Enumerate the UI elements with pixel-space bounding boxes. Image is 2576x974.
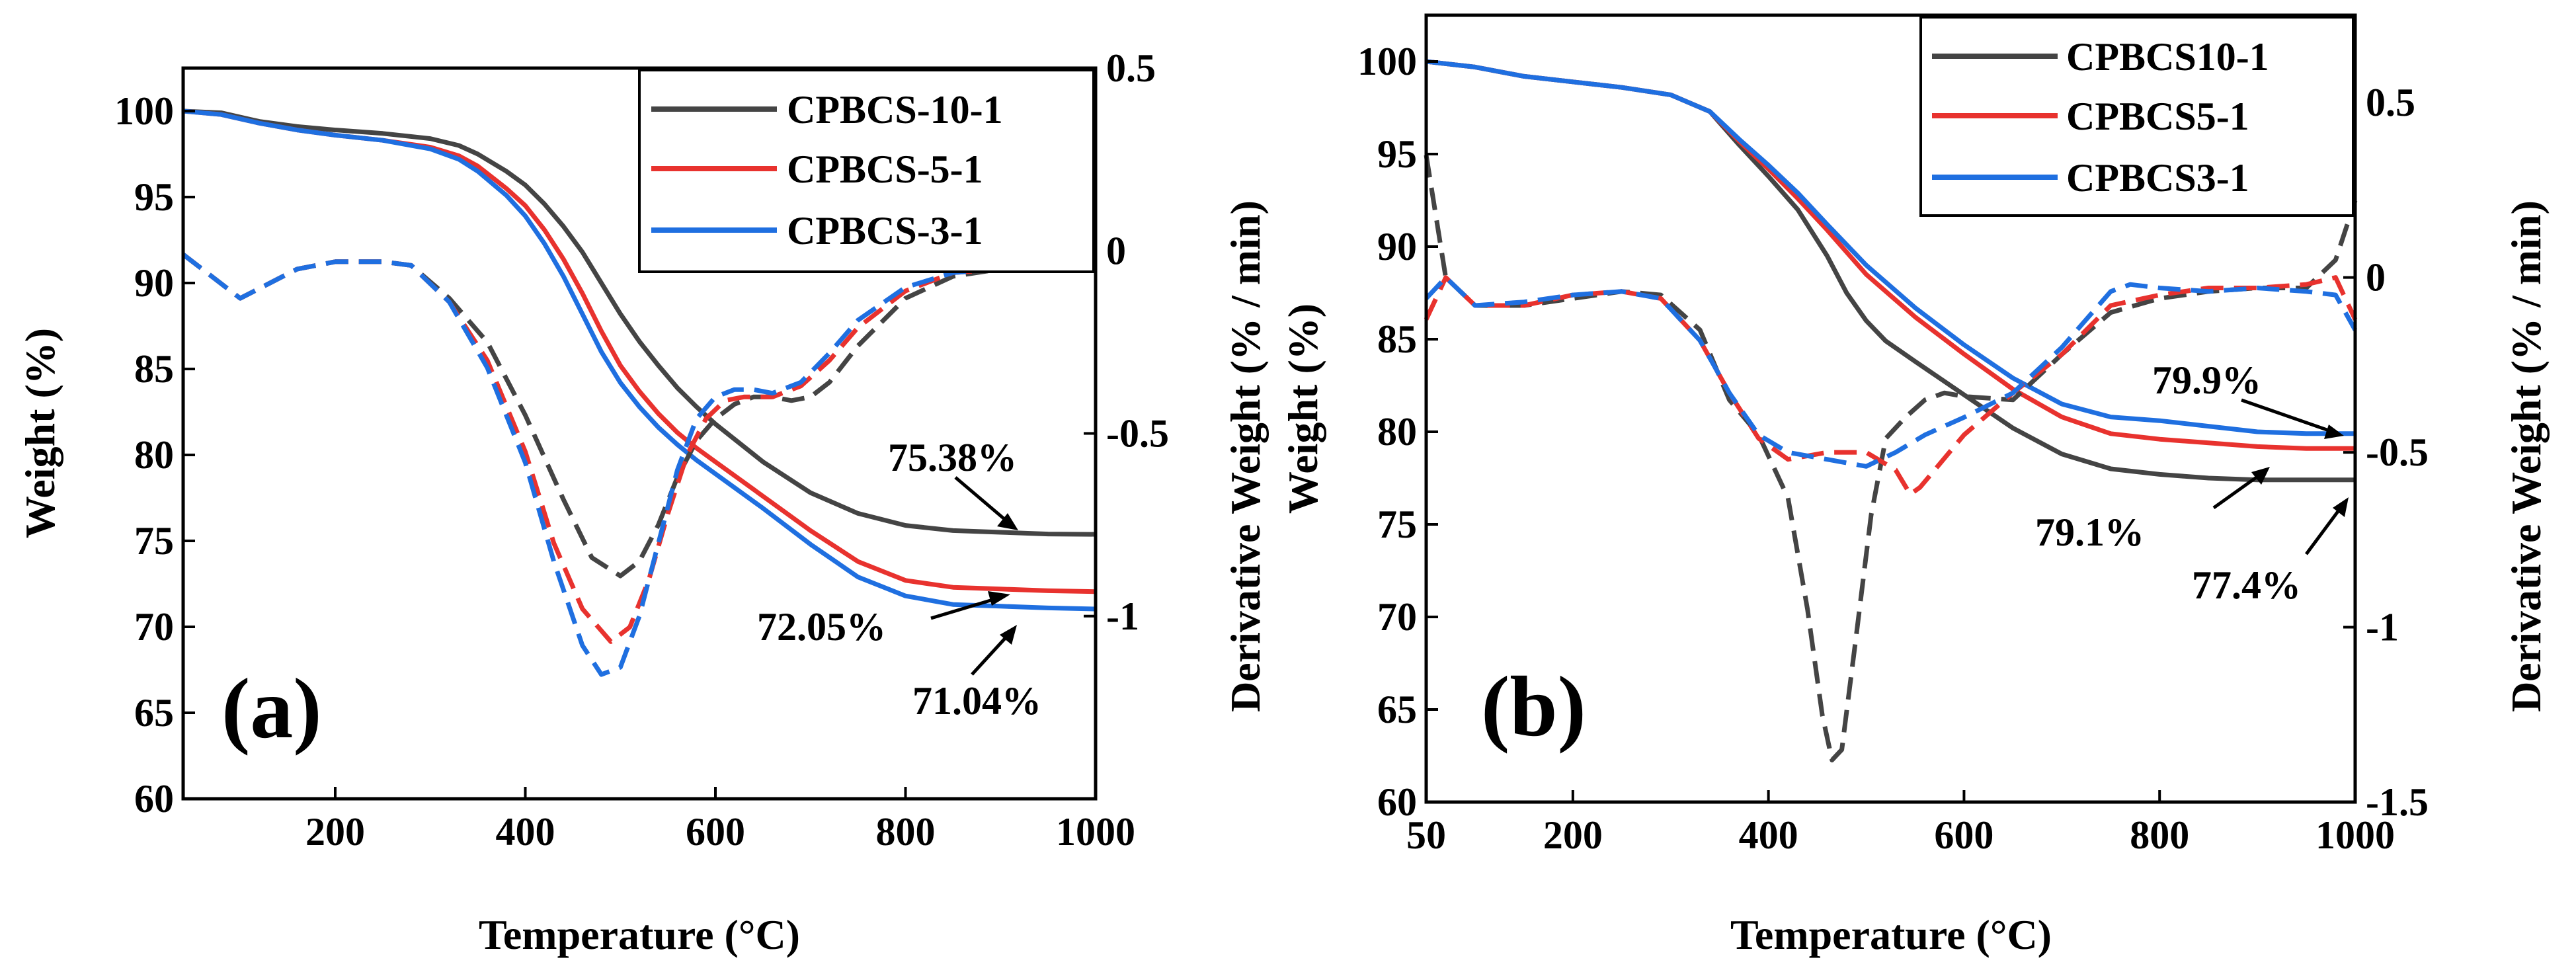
panel-a-xtick-label-2: 600 [686,810,745,854]
panel-b-ticks: 50 200 400 600 800 1000 60 65 70 75 80 85 90 95 100 -1.… [1357,40,2429,857]
panel-a-chart: 200 400 600 800 1000 60 65 70 75 80 85 90 95 100 -1 -0.… [17,46,1269,958]
panel-a-arrow-3 [971,633,1010,676]
panel-b-ytick-label-8: 100 [1357,40,1417,83]
panel-b-xtick-label-5: 1000 [2315,813,2395,857]
panel-b-legend-label-1: CPBCS10-1 [2066,35,2269,79]
panel-b-y2tick-label-1: -1 [2366,606,2399,649]
panel-a-ytick-label-7: 95 [134,175,174,219]
panel-a-y2label: Derivative Weight (% / min) [1222,200,1269,712]
panel-b-xtick-label-0: 50 [1406,813,1446,857]
panel-a-legend-label-3: CPBCS-3-1 [787,209,983,253]
panel-a-y2tick-label-3: 0.5 [1106,46,1156,90]
panel-b-ytick-label-4: 80 [1377,410,1417,454]
panel-b-legend-label-2: CPBCS5-1 [2066,95,2249,138]
panel-b-annotation-1: 79.9% [2152,358,2261,402]
panel-a-ytick-label-6: 90 [134,261,174,305]
panel-b-xtick-label-1: 200 [1543,813,1603,857]
panel-b-label: (b) [1481,659,1586,754]
panel-b-arrow-1 [2241,398,2331,433]
panel-a-arrowhead-1 [997,513,1018,530]
panel-b-y2tick-label-3: 0 [2366,256,2386,300]
panel-a-y2tick-label-2: 0 [1106,229,1126,272]
panel-b-series-weight-2 [1426,59,2355,436]
panel-a-legend-label-1: CPBCS-10-1 [787,88,1003,132]
panel-a-series-dtg-3 [181,253,1096,579]
panel-b-ytick-label-6: 90 [1377,225,1417,268]
panel-a-ytick-label-1: 65 [134,691,174,735]
panel-b-ytick-label-2: 70 [1377,595,1417,639]
panel-a-xtick-label-3: 800 [876,810,936,854]
panel-b-annotation-2: 79.1% [2035,510,2144,554]
panel-a-annotation-1: 75.38% [888,436,1017,479]
panel-b-frame [1424,13,2357,804]
panel-b-xtick-label-2: 400 [1739,813,1798,857]
panel-a-ytick-label-3: 75 [134,519,174,563]
panel-b-annotations: 79.9% 79.1% 77.4% [2035,358,2349,607]
panel-b-ylabel: Weight (%) [1279,304,1326,514]
panel-a-xlabel: Temperature (°C) [479,911,800,958]
panel-a-ytick-label-4: 80 [134,433,174,477]
panel-a-legend-label-2: CPBCS-5-1 [787,147,983,191]
panel-b-y2label: Derivative Weight (% / min) [2503,200,2550,712]
panel-a-arrow-1 [954,476,1010,524]
panel-b-ytick-label-1: 65 [1377,688,1417,731]
panel-a-ticks: 200 400 600 800 1000 60 65 70 75 80 85 90 95 100 -1 -0.… [114,46,1169,854]
panel-b-xtick-label-3: 600 [1934,813,1993,857]
panel-b-ytick-label-5: 85 [1377,317,1417,361]
panel-a-annotation-2: 72.05% [757,605,886,649]
panel-a-series-dtg-5 [181,253,1096,677]
panel-a-ytick-label-2: 70 [134,605,174,649]
panel-a-xtick-label-1: 400 [496,810,555,854]
panel-b-legend-label-3: CPBCS3-1 [2066,156,2249,200]
panel-a-arrowhead-2 [988,591,1010,606]
panel-b-ytick-label-0: 60 [1377,780,1417,824]
panel-b-arrow-3 [2304,507,2343,555]
panel-b-y2tick-label-4: 0.5 [2366,81,2415,124]
panel-a-annotation-3: 71.04% [912,679,1041,723]
panel-a-lines [181,108,1096,677]
panel-b-xtick-label-4: 800 [2130,813,2189,857]
panel-b-chart: 50 200 400 600 800 1000 60 65 70 75 80 85 90 95 100 -1.… [1279,13,2550,958]
panel-b-legend: CPBCS10-1 CPBCS5-1 CPBCS3-1 [1919,16,2355,217]
panel-b-xlabel: Temperature (°C) [1730,911,2052,958]
panel-a-series-weight-2 [182,108,1096,612]
panel-b-annotation-3: 77.4% [2192,563,2301,607]
panel-a-series-weight-0 [182,108,1096,537]
panel-a-ytick-label-5: 85 [134,347,174,391]
panel-b-y2tick-label-0: -1.5 [2366,780,2429,824]
panel-a-label: (a) [221,661,322,756]
panel-b-arrowhead-2 [2251,467,2270,485]
panel-b-arrowhead-3 [2333,497,2349,517]
panel-a-ytick-label-8: 100 [114,89,174,133]
panel-b-ytick-label-7: 95 [1377,132,1417,176]
panel-a-y2tick-label-0: -1 [1106,594,1139,638]
panel-a-annotations: 75.38% 72.05% 71.04% [757,436,1041,723]
panel-a-xtick-label-0: 200 [305,810,365,854]
panel-b-arrowhead-1 [2324,425,2344,439]
panel-a-xtick-label-4: 1000 [1056,810,1135,854]
panel-a-ytick-label-0: 60 [134,777,174,821]
panel-a-legend: CPBCS-10-1 CPBCS-5-1 CPBCS-3-1 [638,69,1095,273]
panel-b-y2tick-label-2: -0.5 [2366,430,2429,474]
panel-b-arrow-2 [2212,473,2261,510]
panel-a-arrow-2 [930,596,998,620]
panel-a-ylabel: Weight (%) [17,328,63,538]
panel-a-y2tick-label-1: -0.5 [1106,412,1169,456]
panel-b-lines [1424,59,2358,762]
panel-b-ytick-label-3: 75 [1377,503,1417,546]
panel-a-arrowhead-3 [1000,625,1017,645]
panel-b-series-dtg-5 [1424,275,2358,469]
